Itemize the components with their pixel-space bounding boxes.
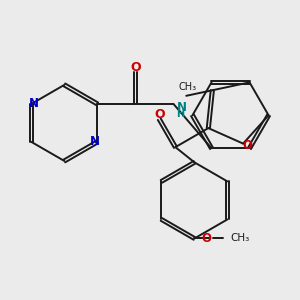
Text: CH₃: CH₃: [178, 82, 196, 92]
Text: O: O: [202, 232, 212, 245]
Text: H: H: [176, 109, 184, 119]
Text: O: O: [154, 108, 164, 121]
Text: N: N: [90, 135, 100, 148]
Text: N: N: [176, 101, 186, 114]
Text: O: O: [130, 61, 141, 74]
Text: CH₃: CH₃: [231, 233, 250, 244]
Text: N: N: [28, 98, 38, 110]
Text: O: O: [243, 139, 253, 152]
